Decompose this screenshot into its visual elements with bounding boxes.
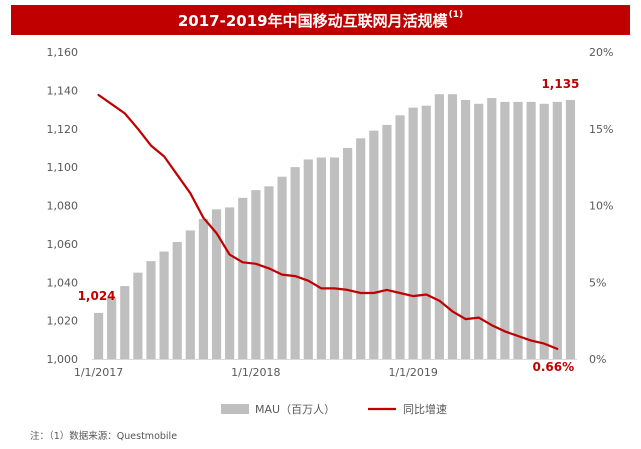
data-labels: 1,024 1,135 0.66% bbox=[78, 77, 580, 374]
bar bbox=[107, 297, 117, 359]
bar bbox=[552, 101, 562, 359]
bar bbox=[133, 272, 143, 359]
left-axis-tick-label: 1,080 bbox=[47, 200, 79, 213]
bar bbox=[211, 209, 222, 359]
bar bbox=[316, 157, 326, 359]
bar bbox=[513, 101, 523, 359]
legend-swatch-mau bbox=[221, 404, 249, 414]
right-axis-tick-label: 20% bbox=[589, 46, 613, 59]
right-axis-tick-label: 15% bbox=[589, 123, 613, 136]
right-axis-tick-label: 5% bbox=[589, 276, 606, 289]
chart-axes: 1,000 1,020 1,040 1,060 1,080 1,100 1,120 1,140… bbox=[47, 46, 614, 379]
bar bbox=[369, 130, 379, 359]
bar bbox=[343, 147, 353, 359]
bar bbox=[198, 218, 209, 359]
bar bbox=[408, 107, 418, 359]
right-axis-tick-label: 0% bbox=[589, 353, 606, 366]
left-axis-tick-label: 1,060 bbox=[47, 238, 79, 251]
bar bbox=[487, 98, 497, 360]
bar bbox=[93, 312, 104, 359]
bar bbox=[329, 157, 340, 359]
left-axis-tick-label: 1,040 bbox=[47, 276, 79, 289]
legend-label-growth: 同比增速 bbox=[403, 402, 447, 416]
chart-title: 2017-2019年中国移动互联网月活规模 bbox=[177, 11, 448, 30]
bar bbox=[225, 207, 235, 359]
bar bbox=[172, 241, 182, 359]
bar bbox=[251, 190, 261, 359]
bar bbox=[303, 159, 313, 359]
bar bbox=[447, 94, 458, 360]
bar bbox=[120, 286, 130, 359]
bar bbox=[382, 124, 392, 359]
left-axis-tick-label: 1,160 bbox=[47, 46, 79, 59]
right-axis-tick-label: 10% bbox=[589, 200, 613, 213]
x-axis-tick-label: 1/1/2017 bbox=[74, 366, 123, 379]
chart-title-bar: 2017-2019年中国移动互联网月活规模 (1) bbox=[11, 5, 630, 35]
bar bbox=[474, 103, 484, 360]
legend: MAU（百万人） 同比增速 bbox=[221, 402, 447, 416]
bar bbox=[277, 176, 287, 359]
bar-series-mau bbox=[93, 94, 576, 360]
bar bbox=[185, 230, 195, 359]
bar bbox=[290, 167, 300, 359]
bar bbox=[539, 103, 549, 360]
source-note: 注：（1）数据来源：Questmobile bbox=[30, 431, 178, 442]
left-axis-tick-label: 1,120 bbox=[47, 123, 79, 136]
line-series-growth bbox=[97, 93, 559, 350]
bar bbox=[565, 99, 576, 359]
bar bbox=[434, 94, 444, 360]
bar bbox=[146, 261, 156, 359]
data-label: 0.66% bbox=[533, 360, 575, 374]
left-axis-tick-label: 1,100 bbox=[47, 161, 79, 174]
left-axis-tick-label: 1,140 bbox=[47, 84, 79, 97]
legend-label-mau: MAU（百万人） bbox=[255, 403, 335, 416]
left-axis-tick-label: 1,000 bbox=[47, 353, 79, 366]
bar bbox=[159, 251, 169, 359]
data-label: 1,024 bbox=[78, 289, 116, 303]
growth-line bbox=[97, 93, 559, 350]
bar bbox=[238, 197, 248, 359]
bar bbox=[395, 115, 405, 359]
bar bbox=[264, 186, 274, 359]
bar bbox=[460, 99, 471, 359]
left-axis-tick-label: 1,020 bbox=[47, 315, 79, 328]
x-axis-tick-label: 1/1/2019 bbox=[388, 366, 437, 379]
data-label: 1,135 bbox=[541, 77, 579, 91]
title-footnote-mark: (1) bbox=[448, 10, 464, 20]
bar bbox=[526, 101, 536, 359]
bar bbox=[356, 138, 366, 359]
bar bbox=[421, 105, 431, 359]
x-axis-tick-label: 1/1/2018 bbox=[231, 366, 280, 379]
bar bbox=[500, 101, 510, 359]
